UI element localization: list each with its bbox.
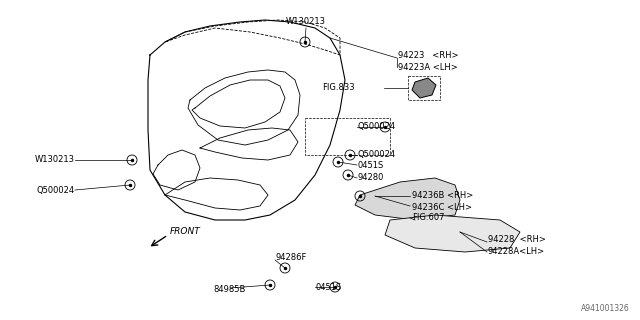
Text: 94286F: 94286F — [276, 253, 307, 262]
Polygon shape — [385, 215, 520, 252]
Text: 94228  <RH>: 94228 <RH> — [488, 236, 546, 244]
Text: Q500024: Q500024 — [37, 186, 75, 195]
Text: 0451S: 0451S — [358, 161, 384, 170]
Text: Q500024: Q500024 — [358, 123, 396, 132]
Text: 94228A<LH>: 94228A<LH> — [488, 247, 545, 257]
Text: W130213: W130213 — [286, 18, 326, 27]
Polygon shape — [355, 178, 460, 220]
Text: 94236B <RH>: 94236B <RH> — [412, 190, 473, 199]
Text: 94223A <LH>: 94223A <LH> — [398, 63, 458, 73]
Polygon shape — [412, 78, 436, 98]
Text: 94236C <LH>: 94236C <LH> — [412, 203, 472, 212]
Text: 94280: 94280 — [358, 173, 385, 182]
Text: 94223   <RH>: 94223 <RH> — [398, 51, 458, 60]
Text: Q500024: Q500024 — [358, 150, 396, 159]
Text: 84985B: 84985B — [214, 285, 246, 294]
Text: FRONT: FRONT — [170, 228, 201, 236]
Text: A941001326: A941001326 — [581, 304, 630, 313]
Text: FIG.833: FIG.833 — [323, 84, 355, 92]
Text: 0451S: 0451S — [316, 284, 342, 292]
Text: FIG.607: FIG.607 — [412, 213, 445, 222]
Text: W130213: W130213 — [35, 156, 75, 164]
